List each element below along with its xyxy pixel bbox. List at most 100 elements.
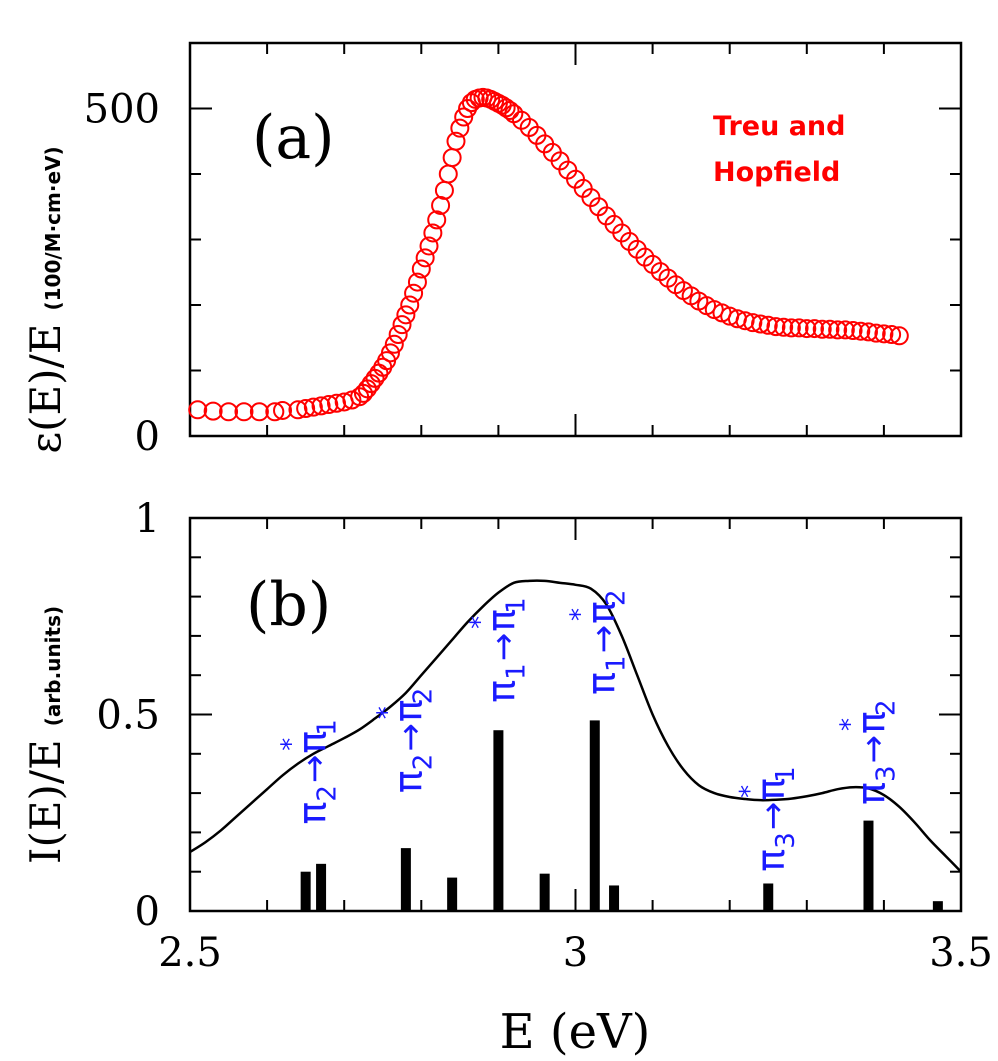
data-point bbox=[781, 318, 801, 338]
panel-a: 0 500 (a) Treu and Hopfield ε(E)/E (100/M… bbox=[21, 41, 963, 460]
data-point bbox=[392, 315, 412, 335]
transition-label: π2→π*2 bbox=[373, 688, 439, 793]
data-point bbox=[400, 295, 420, 315]
data-point bbox=[446, 131, 466, 151]
panel-b-bars bbox=[300, 720, 943, 911]
data-point bbox=[319, 395, 339, 415]
data-point bbox=[415, 248, 435, 268]
data-point bbox=[427, 210, 447, 230]
to-sub: 1 bbox=[312, 719, 342, 736]
data-point bbox=[454, 107, 474, 127]
panel-b-ylabel-unit: (arb.units) bbox=[41, 606, 65, 726]
data-point bbox=[396, 305, 416, 325]
panel-b-transition-labels: π2→π*1π2→π*2 π1→π*1π1→π*2π3→π*1π3→π*2 bbox=[276, 589, 901, 871]
arrow: → bbox=[294, 755, 334, 784]
panel-a-frame bbox=[188, 41, 963, 438]
transition-bar bbox=[493, 730, 504, 911]
data-point bbox=[805, 319, 825, 339]
data-point bbox=[858, 322, 878, 342]
data-point bbox=[249, 402, 269, 422]
from-sub: 2 bbox=[409, 754, 439, 771]
to-orbital: π bbox=[849, 711, 893, 734]
data-point bbox=[188, 400, 208, 420]
data-point bbox=[265, 402, 285, 422]
transition-label: π3→π*2 bbox=[835, 700, 901, 805]
data-point bbox=[407, 272, 427, 292]
data-point bbox=[442, 148, 462, 168]
x-tick-label: 2.5 bbox=[158, 930, 222, 976]
data-point bbox=[388, 324, 408, 344]
y-tick-label: 0.5 bbox=[96, 693, 160, 739]
data-point bbox=[296, 398, 316, 418]
x-axis-label: E (eV) bbox=[500, 1004, 651, 1060]
from-sub: 1 bbox=[501, 663, 531, 680]
from-sub: 2 bbox=[312, 785, 342, 802]
y-tick-label: 500 bbox=[84, 87, 160, 133]
from-orbital: π bbox=[749, 849, 793, 872]
panel-a-points bbox=[188, 87, 909, 422]
star: * bbox=[276, 738, 306, 751]
data-point bbox=[758, 315, 778, 335]
data-point bbox=[384, 334, 404, 354]
data-point bbox=[882, 324, 902, 344]
y-tick-label: 1 bbox=[135, 496, 160, 542]
panel-b-ylabel: I(E)/E (arb.units) bbox=[21, 606, 70, 864]
svg-text:π2→π*2: π2→π*2 bbox=[373, 688, 439, 793]
arrow: → bbox=[853, 735, 893, 764]
panel-b-tag: (b) bbox=[246, 570, 331, 640]
data-point bbox=[766, 317, 786, 337]
data-point bbox=[851, 321, 871, 341]
data-point bbox=[273, 400, 293, 420]
transition-bar bbox=[316, 863, 327, 911]
data-point bbox=[820, 319, 840, 339]
from-orbital: π bbox=[579, 672, 623, 695]
svg-text:π1→π*1: π1→π*1 bbox=[465, 597, 531, 702]
x-tick-label: 3 bbox=[563, 930, 588, 976]
from-sub: 1 bbox=[601, 655, 631, 672]
transition-bar bbox=[609, 885, 620, 911]
to-orbital: π bbox=[290, 731, 334, 754]
data-point bbox=[774, 317, 794, 337]
panel-b-ylabel-main: I(E)/E bbox=[21, 739, 70, 864]
svg-text:π2→π*1: π2→π*1 bbox=[276, 719, 342, 824]
data-point bbox=[866, 323, 886, 343]
data-point bbox=[751, 314, 771, 334]
transition-bar bbox=[300, 871, 311, 911]
panel-b-curve bbox=[189, 579, 962, 873]
legend-line-1: Treu and bbox=[713, 111, 845, 142]
star: * bbox=[735, 785, 765, 798]
svg-text:ε(E)/E (100/M·cm·eV): ε(E)/E (100/M·cm·eV) bbox=[21, 146, 70, 453]
panel-b: 00.512.5 3 3.5 π2→π*1π2→π*2 π1→π*1π1→π*2π3→… bbox=[21, 496, 993, 976]
data-point bbox=[404, 283, 424, 303]
to-sub: 1 bbox=[771, 766, 801, 783]
data-point bbox=[500, 100, 520, 120]
data-point bbox=[303, 397, 323, 417]
svg-text:π3→π*2: π3→π*2 bbox=[835, 700, 901, 805]
transition-label: π1→π*2 bbox=[565, 589, 631, 694]
data-point bbox=[828, 320, 848, 340]
transition-label: π3→π*1 bbox=[735, 766, 801, 871]
svg-text:π3→π*1: π3→π*1 bbox=[735, 766, 801, 871]
data-point bbox=[288, 400, 308, 420]
to-sub: 2 bbox=[601, 589, 631, 606]
legend-line-2: Hopfield bbox=[713, 157, 840, 188]
data-point bbox=[835, 320, 855, 340]
transition-bar bbox=[539, 873, 550, 911]
svg-text:π1→π*2: π1→π*2 bbox=[565, 589, 631, 694]
arrow: → bbox=[483, 633, 523, 662]
to-orbital: π bbox=[479, 609, 523, 632]
from-sub: 3 bbox=[771, 832, 801, 849]
arrow: → bbox=[391, 723, 431, 752]
data-point bbox=[419, 236, 439, 256]
panel-b-ticks: 0 0.5 1 2.5 3 3.5 bbox=[96, 496, 992, 976]
to-sub: 2 bbox=[409, 688, 439, 705]
x-tick-label: 3.5 bbox=[929, 930, 993, 976]
data-point bbox=[789, 318, 809, 338]
transition-bar bbox=[863, 820, 874, 911]
data-point bbox=[450, 118, 470, 138]
y-tick-label: 0 bbox=[135, 414, 160, 460]
arrow: → bbox=[753, 802, 793, 831]
svg-text:I(E)/E (arb.units): I(E)/E (arb.units) bbox=[21, 606, 70, 864]
data-point bbox=[812, 319, 832, 339]
data-point bbox=[311, 396, 331, 416]
